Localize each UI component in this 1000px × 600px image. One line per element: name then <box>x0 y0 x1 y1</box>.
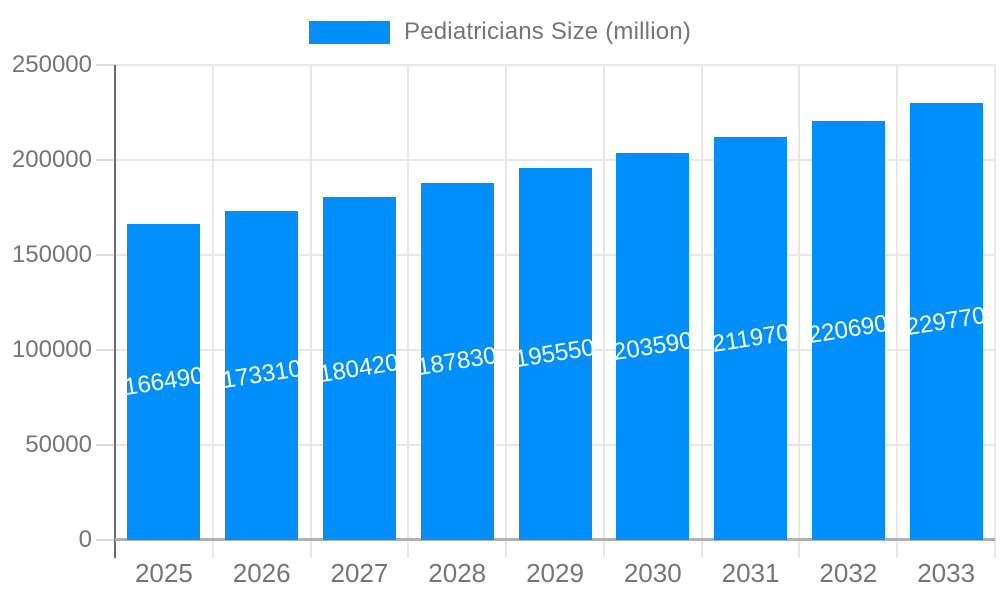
gridline-horizontal <box>115 159 995 161</box>
y-axis-tick <box>96 64 115 66</box>
x-axis-tick-label: 2026 <box>232 558 291 588</box>
gridline-vertical <box>211 65 214 558</box>
legend[interactable]: Pediatricians Size (million) <box>0 18 1000 46</box>
y-axis-tick-label: 100000 <box>11 336 92 363</box>
bar-2025[interactable] <box>127 223 201 540</box>
x-axis-tick-label: 2030 <box>623 558 682 588</box>
gridline-vertical <box>309 65 312 558</box>
y-axis-tick-label: 150000 <box>11 241 92 268</box>
legend-swatch-icon <box>308 20 390 44</box>
gridline-vertical <box>994 65 996 558</box>
bar-2033[interactable] <box>909 103 983 540</box>
x-axis-tick-label: 2032 <box>819 558 878 588</box>
x-axis-tick-label: 2027 <box>330 558 389 588</box>
y-axis-tick <box>96 444 115 446</box>
gridline-vertical <box>602 65 605 558</box>
x-axis-tick-label: 2028 <box>428 558 487 588</box>
x-axis-tick-label: 2025 <box>134 558 193 588</box>
x-axis-tick-label: 2029 <box>526 558 584 588</box>
gridline-vertical <box>798 65 801 558</box>
legend-label: Pediatricians Size (million) <box>403 18 692 45</box>
gridline-vertical <box>407 65 410 558</box>
bar-2028[interactable] <box>420 183 494 540</box>
gridline-horizontal <box>115 64 995 66</box>
bar-2026[interactable] <box>225 210 299 540</box>
bar-2031[interactable] <box>714 137 788 540</box>
bar-2029[interactable] <box>518 168 592 540</box>
gridline-vertical <box>896 65 899 558</box>
y-axis-line <box>114 65 116 558</box>
y-axis-tick-label: 0 <box>78 526 92 553</box>
y-axis-tick-label: 250000 <box>11 51 92 78</box>
y-axis-tick <box>96 539 115 541</box>
y-axis-tick-label: 200000 <box>11 146 92 173</box>
bar-2027[interactable] <box>322 197 396 540</box>
x-axis-tick-label: 2033 <box>917 558 976 588</box>
bar-2030[interactable] <box>616 153 690 540</box>
gridline-vertical <box>505 65 508 558</box>
y-axis-tick <box>96 254 115 256</box>
gridline-vertical <box>700 65 703 558</box>
y-axis-tick <box>96 349 115 351</box>
x-axis-tick-label: 2031 <box>721 558 780 588</box>
y-axis-tick-label: 50000 <box>25 431 92 458</box>
y-axis-tick <box>96 159 115 161</box>
bar-2032[interactable] <box>811 120 885 540</box>
